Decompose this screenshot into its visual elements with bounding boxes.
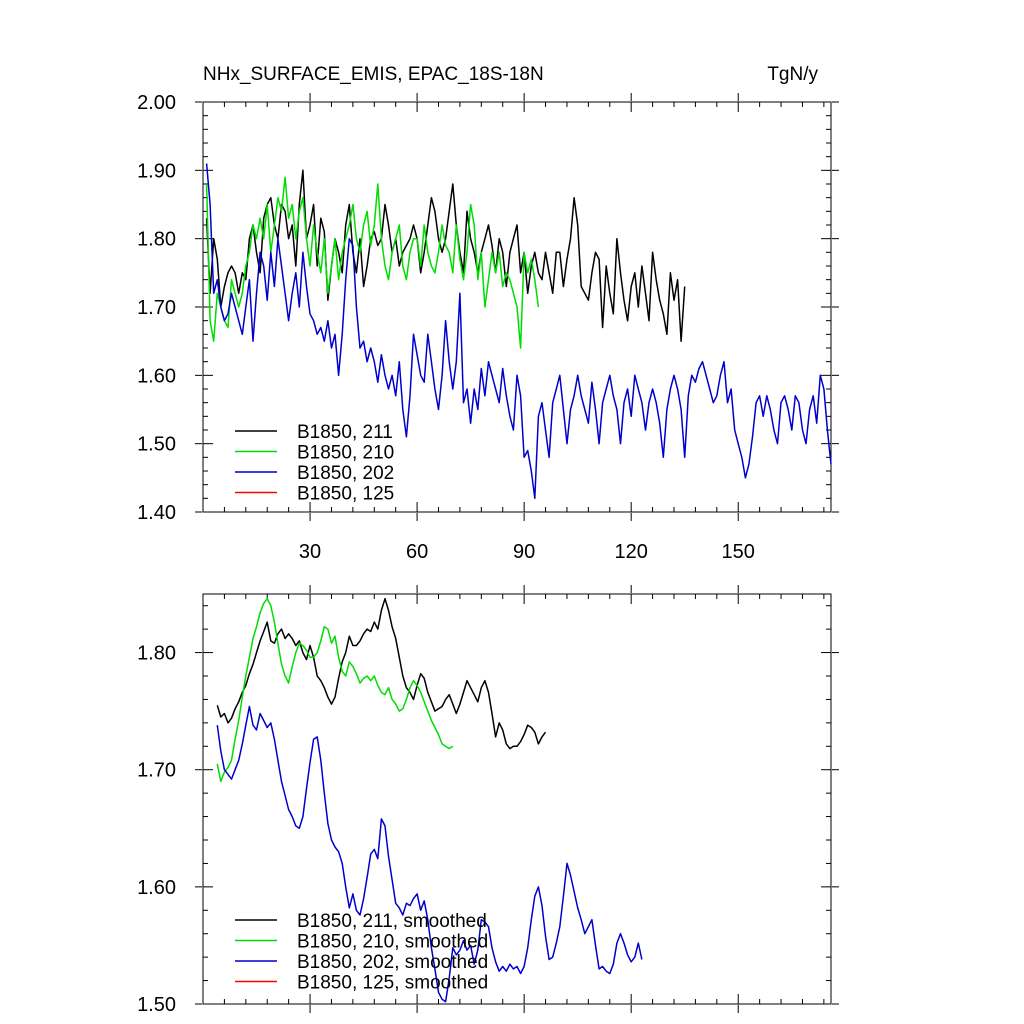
y-tick-label: 1.90 [137, 160, 176, 182]
y-tick-label: 1.60 [137, 365, 176, 387]
top-panel: 1.40 1.50 1.60 1.70 1.80 1.90 2.00 30 60 90 120 150… [137, 92, 839, 563]
y-tick-label: 2.00 [137, 92, 176, 114]
legend-label: B1850, 125 [297, 484, 394, 505]
series-line-0 [216, 597, 547, 750]
legend-label: B1850, 210, smoothed [297, 932, 488, 953]
series-line-1 [205, 176, 540, 349]
chart-title-left: NHx_SURFACE_EMIS, EPAC_18S-18N [203, 64, 544, 85]
y-tick-label: 1.70 [137, 297, 176, 319]
series-line-0 [205, 169, 686, 342]
series-line-1 [216, 597, 454, 783]
series-line-2 [205, 163, 832, 500]
legend-label: B1850, 202 [297, 463, 394, 484]
legend-label: B1850, 210 [297, 443, 394, 464]
y-tick-label: 1.60 [137, 877, 176, 899]
legend-label: B1850, 211, smoothed [297, 911, 487, 932]
x-tick-label: 120 [614, 541, 647, 563]
x-tick-label: 60 [406, 541, 428, 563]
legend-label: B1850, 211 [297, 422, 393, 443]
plot-frame [202, 593, 832, 1005]
y-tick-label: 1.80 [137, 643, 176, 665]
y-tick-label: 1.50 [137, 994, 176, 1016]
y-tick-label: 1.70 [137, 760, 176, 782]
chart-title-units: TgN/y [767, 64, 818, 85]
legend-label: B1850, 125, smoothed [297, 973, 488, 994]
y-tick-label: 1.50 [137, 434, 176, 456]
series-line-2 [216, 705, 643, 1003]
x-tick-label: 30 [299, 541, 321, 563]
y-tick-label: 1.40 [137, 502, 176, 524]
y-tick-label: 1.80 [137, 229, 176, 251]
legend-label: B1850, 202, smoothed [297, 952, 488, 973]
x-tick-label: 150 [722, 541, 755, 563]
x-tick-label: 90 [513, 541, 535, 563]
